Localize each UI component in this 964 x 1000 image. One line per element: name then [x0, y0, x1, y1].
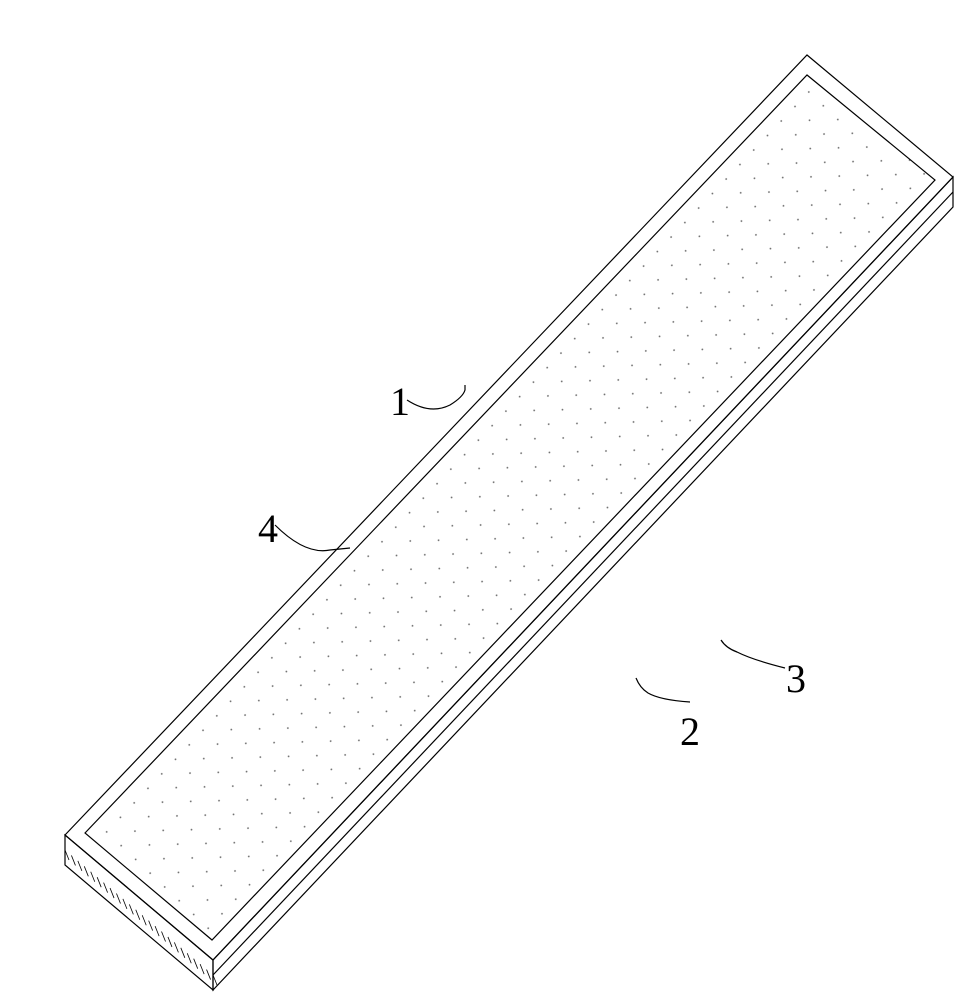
label-1: 1	[390, 378, 410, 425]
leader-leader-1	[407, 385, 465, 409]
panel-top-inner-surface	[85, 75, 935, 940]
label-4: 4	[258, 505, 278, 552]
leader-leader-3	[721, 640, 785, 668]
leader-leader-2	[636, 678, 690, 702]
panel-diagram	[0, 0, 964, 1000]
label-2: 2	[680, 708, 700, 755]
label-3: 3	[786, 655, 806, 702]
